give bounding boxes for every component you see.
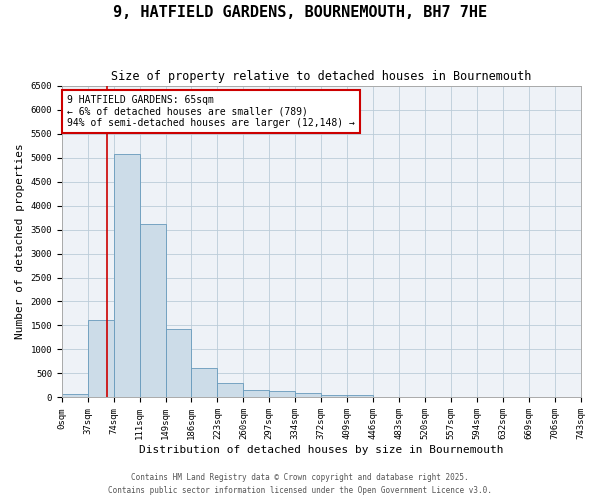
Text: 9 HATFIELD GARDENS: 65sqm
← 6% of detached houses are smaller (789)
94% of semi-: 9 HATFIELD GARDENS: 65sqm ← 6% of detach…: [67, 95, 355, 128]
Bar: [88, 320, 113, 398]
Text: 9, HATFIELD GARDENS, BOURNEMOUTH, BH7 7HE: 9, HATFIELD GARDENS, BOURNEMOUTH, BH7 7H…: [113, 5, 487, 20]
X-axis label: Distribution of detached houses by size in Bournemouth: Distribution of detached houses by size …: [139, 445, 503, 455]
Bar: [217, 382, 244, 398]
Text: Contains HM Land Registry data © Crown copyright and database right 2025.
Contai: Contains HM Land Registry data © Crown c…: [108, 474, 492, 495]
Bar: [113, 154, 140, 398]
Bar: [295, 393, 321, 398]
Bar: [373, 397, 399, 398]
Title: Size of property relative to detached houses in Bournemouth: Size of property relative to detached ho…: [111, 70, 532, 83]
Bar: [244, 390, 269, 398]
Bar: [166, 330, 191, 398]
Bar: [191, 368, 217, 398]
Y-axis label: Number of detached properties: Number of detached properties: [15, 144, 25, 340]
Bar: [347, 395, 373, 398]
Bar: [140, 224, 166, 398]
Bar: [269, 391, 295, 398]
Bar: [62, 394, 88, 398]
Bar: [321, 395, 347, 398]
